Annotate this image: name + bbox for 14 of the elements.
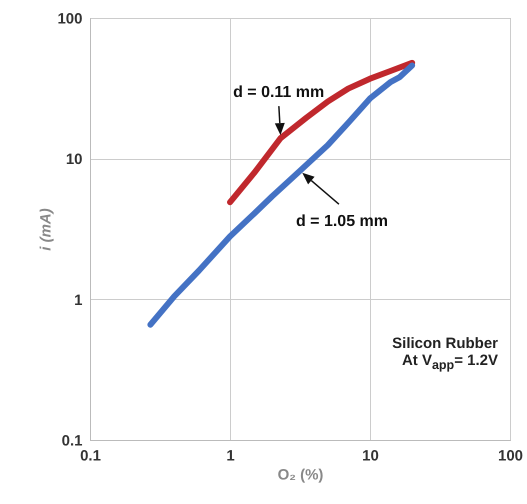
- x-tick-label: 1: [226, 448, 235, 464]
- x-axis-title: O₂ (%): [278, 466, 324, 484]
- y-tick-label: 10: [66, 151, 82, 168]
- x-tick-label: 10: [362, 448, 379, 464]
- y-tick-label: 100: [57, 10, 82, 28]
- y-axis-title: i (mA): [37, 208, 54, 251]
- annotation: d = 1.05 mm: [296, 212, 388, 230]
- x-tick-label: 0.1: [80, 448, 101, 464]
- y-tick-label: 1: [74, 292, 82, 309]
- annotation: At V$_{app}$= 1.2V: [400, 352, 498, 372]
- annotation: Silicon Rubber: [392, 334, 498, 352]
- y-tick-label: 0.1: [62, 432, 82, 450]
- annotation: d = 0.11 mm: [233, 84, 324, 102]
- x-tick-label: 100: [498, 448, 524, 464]
